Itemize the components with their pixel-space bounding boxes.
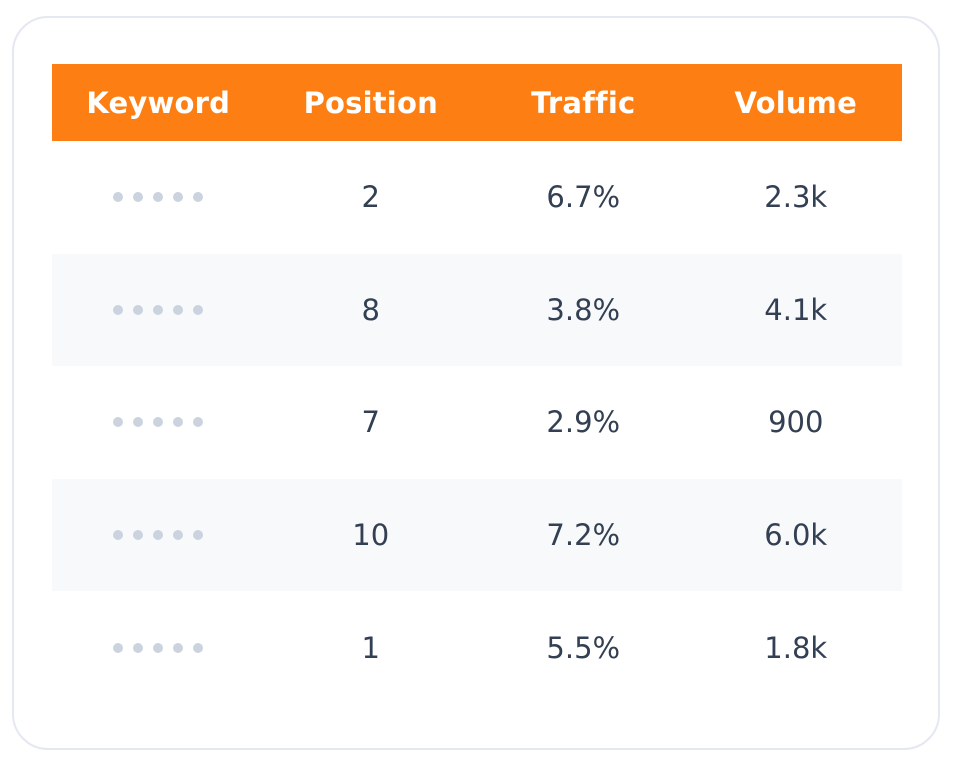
mask-dot xyxy=(133,530,144,541)
position-cell: 1 xyxy=(361,630,380,665)
keyword-ranking-table: Keyword Position Traffic Volume 2 6.7% 2… xyxy=(52,64,902,704)
mask-dot xyxy=(113,417,124,428)
position-cell: 10 xyxy=(352,518,390,553)
mask-dot xyxy=(153,417,164,428)
masked-keyword xyxy=(52,192,265,203)
volume-cell: 900 xyxy=(768,405,824,440)
table-row[interactable]: 8 3.8% 4.1k xyxy=(52,253,902,367)
traffic-cell: 6.7% xyxy=(546,180,621,215)
volume-cell: 1.8k xyxy=(764,630,828,665)
masked-keyword xyxy=(52,530,265,541)
mask-dot xyxy=(113,192,124,203)
column-header-keyword[interactable]: Keyword xyxy=(86,85,231,120)
mask-dot xyxy=(133,192,144,203)
mask-dot xyxy=(133,642,144,653)
column-header-volume[interactable]: Volume xyxy=(734,85,857,120)
traffic-cell: 7.2% xyxy=(546,518,621,553)
mask-dot xyxy=(193,642,204,653)
masked-keyword xyxy=(52,642,265,653)
masked-keyword xyxy=(52,304,265,315)
mask-dot xyxy=(193,417,204,428)
table-header-row: Keyword Position Traffic Volume xyxy=(52,64,902,141)
column-header-traffic[interactable]: Traffic xyxy=(531,85,636,120)
mask-dot xyxy=(193,192,204,203)
mask-dot xyxy=(173,192,184,203)
traffic-cell: 3.8% xyxy=(546,292,621,327)
keyword-cell xyxy=(52,530,265,541)
table-row[interactable]: 2 6.7% 2.3k xyxy=(52,141,902,254)
mask-dot xyxy=(113,530,124,541)
traffic-cell: 2.9% xyxy=(546,405,621,440)
masked-keyword xyxy=(52,417,265,428)
table-row[interactable]: 1 5.5% 1.8k xyxy=(52,591,902,704)
table-row[interactable]: 7 2.9% 900 xyxy=(52,366,902,479)
volume-cell: 2.3k xyxy=(764,180,828,215)
position-cell: 7 xyxy=(361,405,380,440)
mask-dot xyxy=(133,417,144,428)
keyword-cell xyxy=(52,642,265,653)
column-header-position[interactable]: Position xyxy=(303,85,438,120)
mask-dot xyxy=(173,642,184,653)
keyword-cell xyxy=(52,192,265,203)
mask-dot xyxy=(173,417,184,428)
mask-dot xyxy=(153,192,164,203)
mask-dot xyxy=(173,530,184,541)
keyword-cell xyxy=(52,417,265,428)
mask-dot xyxy=(113,304,124,315)
keyword-cell xyxy=(52,304,265,315)
table-row[interactable]: 10 7.2% 6.0k xyxy=(52,478,902,592)
mask-dot xyxy=(173,304,184,315)
volume-cell: 4.1k xyxy=(764,292,828,327)
mask-dot xyxy=(153,530,164,541)
mask-dot xyxy=(113,642,124,653)
traffic-cell: 5.5% xyxy=(546,630,621,665)
mask-dot xyxy=(153,304,164,315)
mask-dot xyxy=(133,304,144,315)
position-cell: 8 xyxy=(361,292,380,327)
mask-dot xyxy=(193,530,204,541)
mask-dot xyxy=(153,642,164,653)
volume-cell: 6.0k xyxy=(764,518,828,553)
mask-dot xyxy=(193,304,204,315)
position-cell: 2 xyxy=(361,180,380,215)
